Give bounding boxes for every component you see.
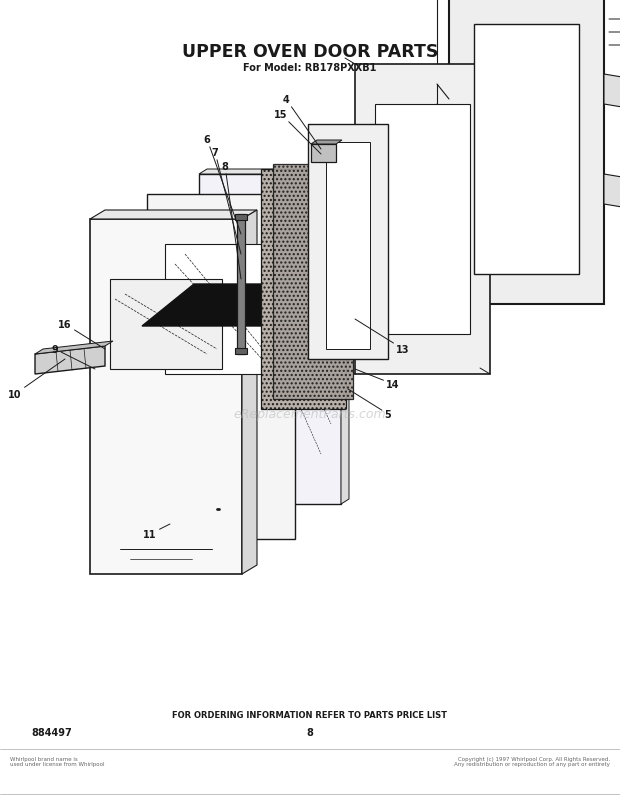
Text: 15: 15: [274, 110, 321, 155]
Polygon shape: [35, 347, 105, 374]
Polygon shape: [474, 25, 579, 275]
Polygon shape: [604, 175, 620, 208]
Polygon shape: [142, 284, 352, 327]
Polygon shape: [90, 210, 257, 220]
Text: FOR ORDERING INFORMATION REFER TO PARTS PRICE LIST: FOR ORDERING INFORMATION REFER TO PARTS …: [172, 711, 448, 719]
Polygon shape: [90, 220, 242, 574]
Text: For Model: RB178PXXB1: For Model: RB178PXXB1: [243, 63, 377, 73]
Polygon shape: [35, 341, 113, 355]
Text: 3: 3: [609, 41, 620, 51]
Polygon shape: [375, 105, 470, 335]
Text: 8: 8: [221, 161, 241, 279]
Text: 1: 1: [609, 15, 620, 25]
Text: 11: 11: [143, 524, 170, 540]
Polygon shape: [604, 75, 620, 108]
Text: 8: 8: [306, 727, 314, 737]
Polygon shape: [147, 195, 295, 540]
Text: 16: 16: [58, 320, 105, 349]
Polygon shape: [341, 169, 349, 504]
Text: 884497: 884497: [32, 727, 73, 737]
Text: 9: 9: [51, 344, 95, 369]
Text: 2: 2: [609, 28, 620, 38]
Text: eReplacementParts.com: eReplacementParts.com: [234, 408, 386, 421]
Polygon shape: [235, 349, 247, 355]
Text: 6: 6: [203, 135, 241, 234]
Polygon shape: [110, 279, 222, 369]
Polygon shape: [261, 169, 346, 410]
Polygon shape: [165, 245, 277, 374]
Polygon shape: [235, 214, 247, 221]
Text: 14: 14: [355, 369, 400, 389]
Polygon shape: [326, 143, 370, 349]
Polygon shape: [311, 141, 342, 145]
Polygon shape: [237, 214, 245, 355]
Text: UPPER OVEN DOOR PARTS: UPPER OVEN DOOR PARTS: [182, 43, 438, 61]
Text: 10: 10: [8, 360, 65, 400]
Text: 7: 7: [211, 148, 241, 255]
Polygon shape: [311, 145, 336, 163]
Text: 5: 5: [348, 389, 391, 419]
Text: 4: 4: [283, 95, 321, 150]
Polygon shape: [355, 65, 490, 374]
Text: Whirlpool brand name is
used under license from Whirlpool: Whirlpool brand name is used under licen…: [10, 756, 105, 766]
Polygon shape: [308, 124, 388, 360]
Polygon shape: [199, 169, 349, 175]
Polygon shape: [449, 0, 604, 304]
Polygon shape: [199, 175, 341, 504]
Text: 13: 13: [355, 320, 410, 355]
Polygon shape: [242, 210, 257, 574]
Polygon shape: [273, 165, 353, 400]
Text: Copyright (c) 1997 Whirlpool Corp. All Rights Reserved.
Any redistribution or re: Copyright (c) 1997 Whirlpool Corp. All R…: [454, 756, 610, 766]
